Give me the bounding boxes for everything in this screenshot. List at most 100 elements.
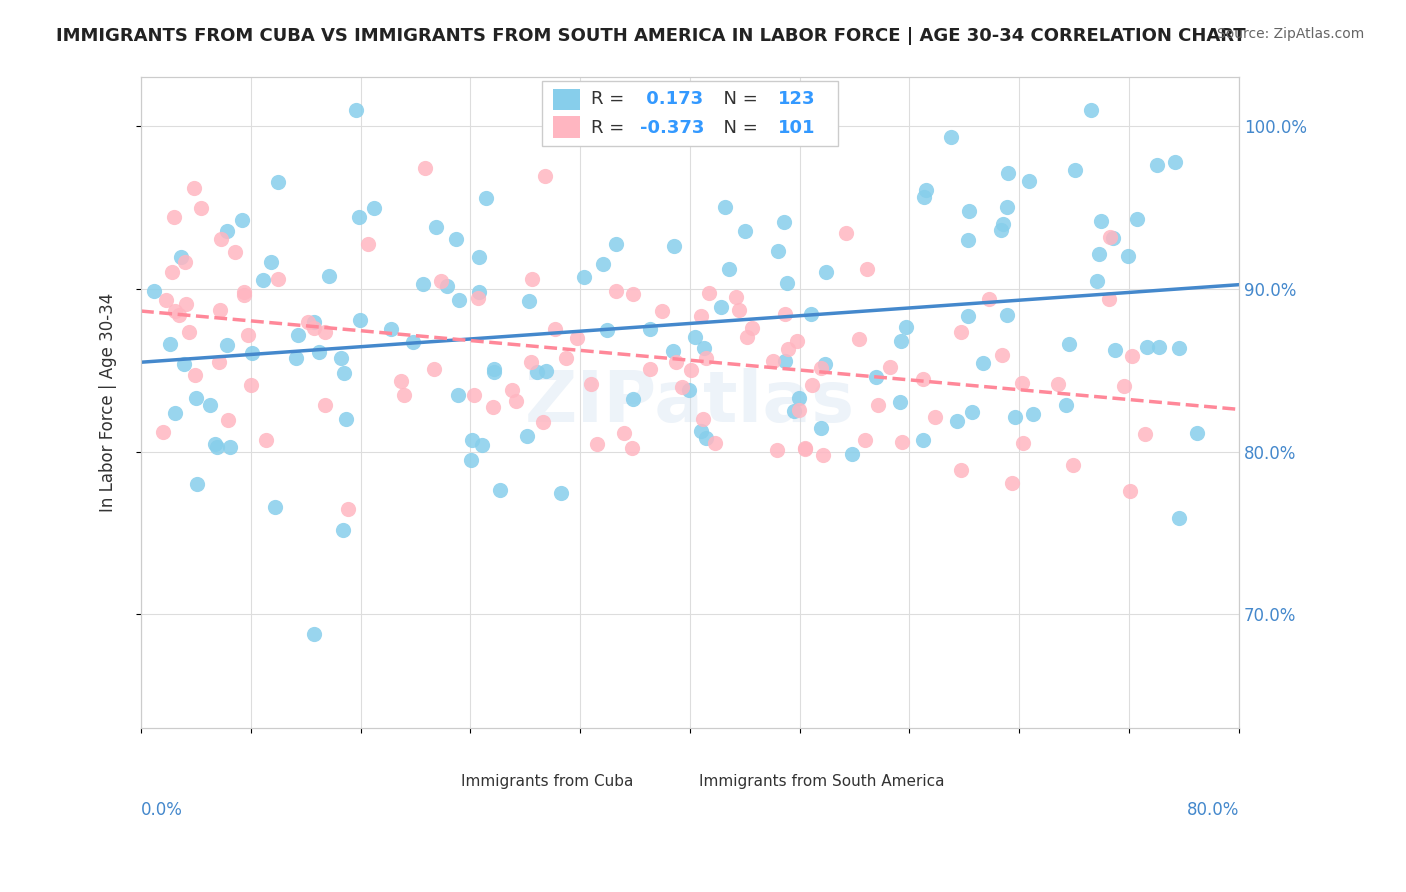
Point <box>793 442 815 456</box>
FancyBboxPatch shape <box>541 80 838 145</box>
Point <box>183 181 205 195</box>
Text: N =: N = <box>711 119 763 136</box>
Point <box>363 201 385 215</box>
Point <box>463 388 485 402</box>
Point <box>1046 376 1069 391</box>
Point <box>1018 174 1040 188</box>
Point <box>891 435 914 450</box>
Point <box>766 244 789 258</box>
Point <box>1000 475 1022 490</box>
Point <box>664 239 686 253</box>
Point <box>520 355 543 369</box>
Point <box>347 210 370 224</box>
Point <box>801 377 824 392</box>
Point <box>997 166 1019 180</box>
Point <box>794 442 817 456</box>
Text: 0.0%: 0.0% <box>141 801 183 820</box>
Point <box>204 437 226 451</box>
Point <box>380 322 402 336</box>
Point <box>879 360 901 375</box>
Point <box>896 320 918 334</box>
Point <box>950 325 973 339</box>
Text: 101: 101 <box>778 119 815 136</box>
Point <box>651 304 673 318</box>
Point <box>1119 484 1142 499</box>
Point <box>689 309 711 323</box>
Point <box>596 323 619 337</box>
Point <box>681 363 703 377</box>
Point <box>911 371 934 385</box>
Point <box>605 237 627 252</box>
Point <box>714 200 737 214</box>
Point <box>1102 230 1125 244</box>
Point <box>1147 340 1170 354</box>
Point <box>1168 341 1191 355</box>
Point <box>1116 249 1139 263</box>
Point <box>710 301 733 315</box>
Point <box>991 348 1014 362</box>
Point <box>505 393 527 408</box>
Point <box>233 285 256 300</box>
Point <box>184 368 207 382</box>
Point <box>330 351 353 366</box>
Point <box>995 200 1018 214</box>
Point <box>217 337 239 351</box>
Point <box>697 285 720 300</box>
Point <box>467 291 489 305</box>
Point <box>333 366 356 380</box>
Point <box>991 217 1014 231</box>
Point <box>1187 426 1209 441</box>
Point <box>924 410 946 425</box>
Point <box>526 365 548 379</box>
Point <box>889 395 911 409</box>
Point <box>285 351 308 366</box>
Point <box>735 329 758 343</box>
Point <box>314 325 336 339</box>
Point <box>260 255 283 269</box>
Point <box>841 447 863 461</box>
Point <box>703 435 725 450</box>
Point <box>357 236 380 251</box>
Point <box>446 387 468 401</box>
Point <box>1054 398 1077 412</box>
Point <box>848 332 870 346</box>
Point <box>231 213 253 227</box>
Point <box>621 392 644 407</box>
Point <box>638 321 661 335</box>
Point <box>1085 274 1108 288</box>
Point <box>725 290 748 304</box>
Point <box>766 443 789 458</box>
Point <box>949 463 972 477</box>
Point <box>1135 427 1157 442</box>
Text: N =: N = <box>711 90 763 108</box>
Point <box>960 405 983 419</box>
Point <box>534 364 557 378</box>
Point <box>662 344 685 359</box>
Point <box>186 477 208 491</box>
Point <box>800 307 823 321</box>
Point <box>1080 103 1102 117</box>
Point <box>776 277 799 291</box>
Text: Immigrants from South America: Immigrants from South America <box>699 773 945 789</box>
Point <box>592 257 614 271</box>
Point <box>163 304 186 318</box>
Point <box>215 224 238 238</box>
Point <box>957 233 980 247</box>
Text: 80.0%: 80.0% <box>1187 801 1239 820</box>
Point <box>789 402 811 417</box>
Point <box>423 362 446 376</box>
Point <box>555 351 578 366</box>
Point <box>297 315 319 329</box>
Point <box>332 524 354 538</box>
Point <box>267 272 290 286</box>
Text: -0.373: -0.373 <box>641 119 704 136</box>
Point <box>173 357 195 371</box>
Point <box>783 404 806 418</box>
Point <box>1121 349 1143 363</box>
Point <box>692 412 714 426</box>
Point <box>264 500 287 514</box>
Point <box>389 374 412 388</box>
Point <box>671 380 693 394</box>
Point <box>205 440 228 454</box>
Point <box>184 392 207 406</box>
